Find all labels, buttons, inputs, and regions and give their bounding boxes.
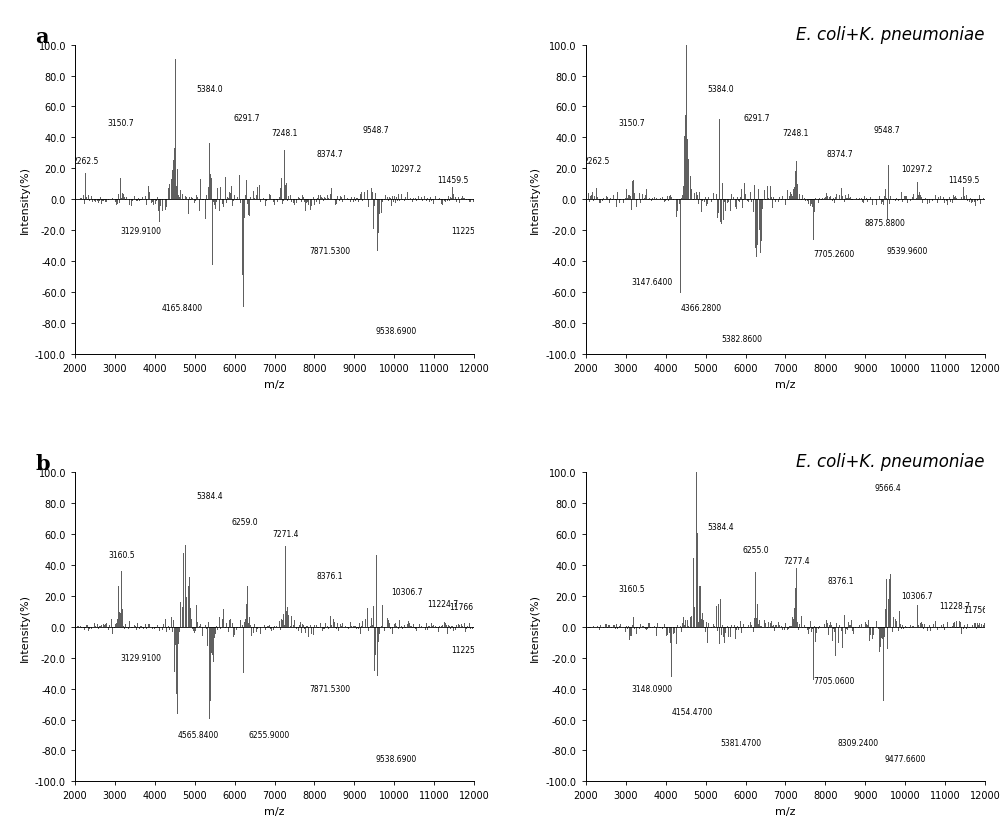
Text: 7271.4: 7271.4 xyxy=(272,530,299,538)
Y-axis label: Intensity(%): Intensity(%) xyxy=(530,593,540,661)
Text: 11225.0000: 11225.0000 xyxy=(451,645,497,654)
Text: 4366.2800: 4366.2800 xyxy=(680,304,721,313)
Text: 9548.7: 9548.7 xyxy=(363,127,390,135)
Text: 3129.9100: 3129.9100 xyxy=(120,227,161,236)
Text: 3147.6400: 3147.6400 xyxy=(632,277,673,286)
Text: 6291.7: 6291.7 xyxy=(233,114,260,122)
Text: 7248.1: 7248.1 xyxy=(271,129,298,138)
Text: 4565.8400: 4565.8400 xyxy=(177,730,219,739)
Text: a: a xyxy=(35,27,49,47)
Text: 6255.0: 6255.0 xyxy=(742,545,769,554)
Text: 3160.5: 3160.5 xyxy=(108,550,135,559)
X-axis label: m/z: m/z xyxy=(775,806,796,816)
Text: 7871.5300: 7871.5300 xyxy=(309,246,350,256)
Text: 11228.7: 11228.7 xyxy=(939,601,970,609)
Text: 5384.4: 5384.4 xyxy=(197,491,223,500)
Text: 6291.6200: 6291.6200 xyxy=(757,358,798,367)
Text: 9538.6900: 9538.6900 xyxy=(376,753,417,762)
Text: 8875.8800: 8875.8800 xyxy=(864,218,905,227)
Y-axis label: Intensity(%): Intensity(%) xyxy=(19,593,29,661)
Text: 4520.9: 4520.9 xyxy=(673,33,700,42)
Text: 5382.9900: 5382.9900 xyxy=(210,358,251,367)
Text: 11224.7: 11224.7 xyxy=(428,600,459,609)
X-axis label: m/z: m/z xyxy=(264,806,285,816)
Text: 3150.7: 3150.7 xyxy=(108,118,134,127)
Text: 6256.9000: 6256.9000 xyxy=(245,358,286,367)
Text: 3150.7: 3150.7 xyxy=(618,118,645,127)
Text: 3148.0900: 3148.0900 xyxy=(632,684,673,693)
Text: 9538.6900: 9538.6900 xyxy=(376,327,417,336)
Text: 6291.7: 6291.7 xyxy=(744,114,770,122)
Text: E. coli+K. pneumoniae: E. coli+K. pneumoniae xyxy=(796,452,985,471)
Text: 5384.4: 5384.4 xyxy=(708,522,734,531)
Text: 11766.7: 11766.7 xyxy=(449,602,480,611)
Text: 11459.5: 11459.5 xyxy=(948,175,979,184)
Text: 5384.0: 5384.0 xyxy=(197,84,223,93)
Text: 8374.7: 8374.7 xyxy=(827,150,854,158)
Text: 2262.5: 2262.5 xyxy=(72,157,99,166)
Text: 8376.1: 8376.1 xyxy=(316,571,343,581)
Text: 7871.5300: 7871.5300 xyxy=(309,684,350,693)
Text: 4165.8400: 4165.8400 xyxy=(161,304,203,313)
Text: 6255.9000: 6255.9000 xyxy=(249,730,290,739)
Text: 4773.8: 4773.8 xyxy=(172,460,199,469)
Y-axis label: Intensity(%): Intensity(%) xyxy=(19,166,29,234)
Text: 7705.0600: 7705.0600 xyxy=(814,676,855,686)
X-axis label: m/z: m/z xyxy=(264,380,285,390)
Text: 8309.2400: 8309.2400 xyxy=(838,739,879,748)
Text: 7705.2600: 7705.2600 xyxy=(814,250,855,259)
Text: 5382.8600: 5382.8600 xyxy=(721,335,762,344)
Text: 9539.9600: 9539.9600 xyxy=(887,246,928,256)
Text: 10306.7: 10306.7 xyxy=(902,591,933,600)
Text: 11756: 11756 xyxy=(963,605,987,614)
Text: 2262.5: 2262.5 xyxy=(583,157,610,166)
Text: 4773.8: 4773.8 xyxy=(683,460,710,469)
Text: 11225.0000: 11225.0000 xyxy=(451,227,497,236)
Text: 4154.4700: 4154.4700 xyxy=(672,707,713,716)
Text: 9566.4: 9566.4 xyxy=(874,483,901,492)
Text: 4520.9: 4520.9 xyxy=(162,33,189,42)
Text: 9477.6600: 9477.6600 xyxy=(884,753,926,762)
Text: 9569.4: 9569.4 xyxy=(364,465,390,474)
Text: 6259.0: 6259.0 xyxy=(232,518,258,526)
Text: 9548.7: 9548.7 xyxy=(874,127,900,135)
Text: 10297.2: 10297.2 xyxy=(391,165,422,174)
Text: b: b xyxy=(35,454,50,474)
Text: 8374.7: 8374.7 xyxy=(316,150,343,158)
Text: 5382.9900: 5382.9900 xyxy=(210,785,251,794)
Y-axis label: Intensity(%): Intensity(%) xyxy=(530,166,540,234)
Text: 10297.2: 10297.2 xyxy=(901,165,933,174)
Text: 5381.4700: 5381.4700 xyxy=(721,739,762,748)
Text: 7248.1: 7248.1 xyxy=(782,129,809,138)
Text: 5384.0: 5384.0 xyxy=(708,84,734,93)
Text: 3160.5: 3160.5 xyxy=(619,584,646,593)
X-axis label: m/z: m/z xyxy=(775,380,796,390)
Text: 8376.1: 8376.1 xyxy=(827,576,854,586)
Text: 11459.5: 11459.5 xyxy=(437,175,468,184)
Text: 7277.4: 7277.4 xyxy=(783,556,810,565)
Text: 10306.7: 10306.7 xyxy=(391,587,422,596)
Text: 3129.9100: 3129.9100 xyxy=(120,653,161,662)
Text: E. coli+K. pneumoniae: E. coli+K. pneumoniae xyxy=(796,26,985,44)
